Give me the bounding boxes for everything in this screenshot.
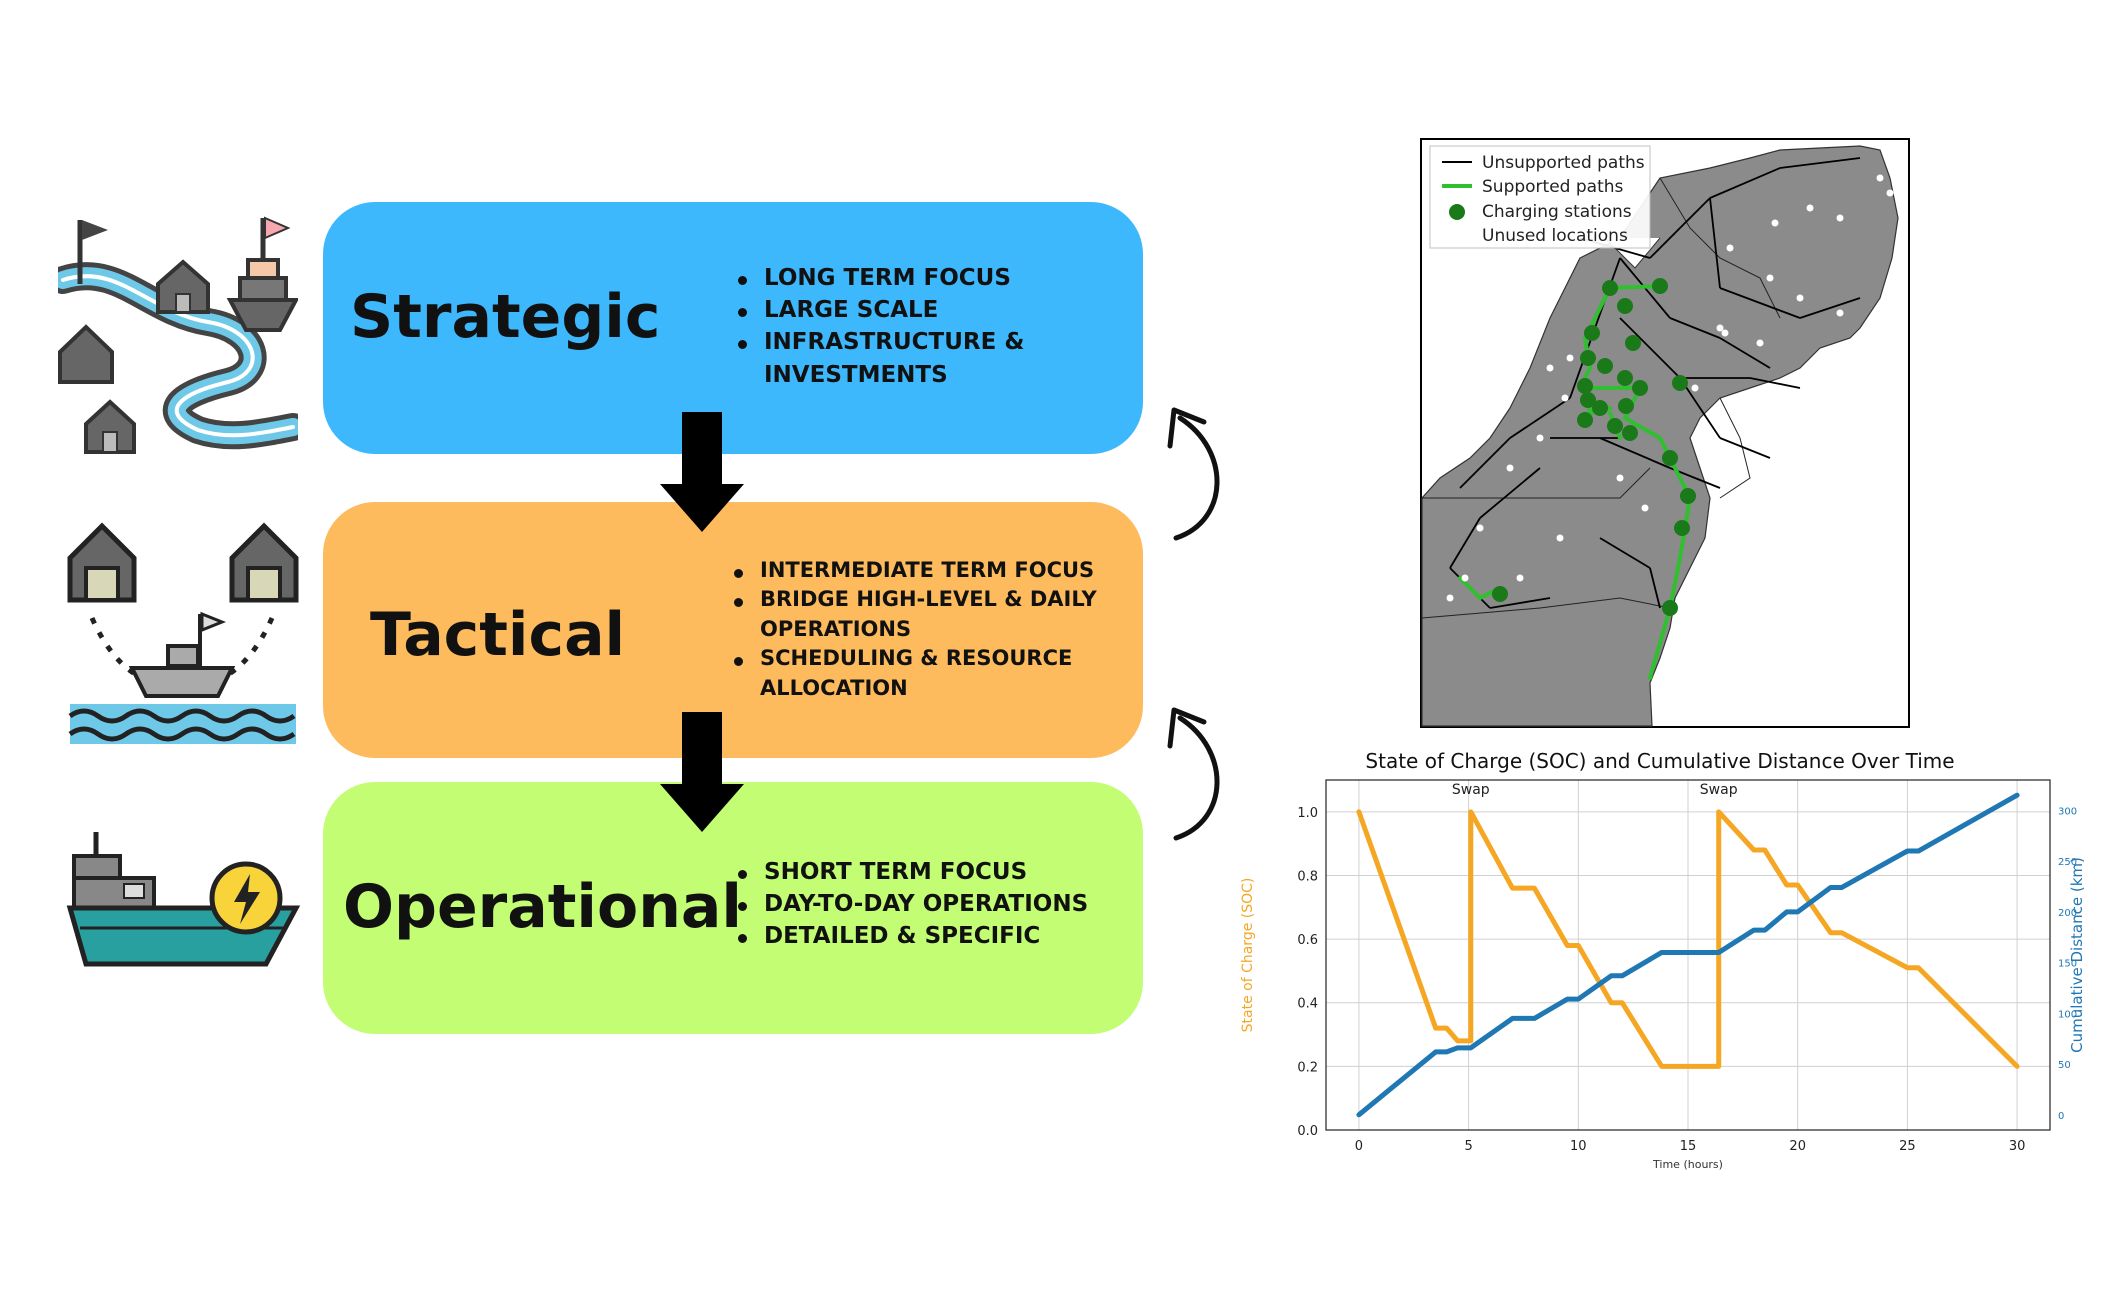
electric-ship-icon bbox=[66, 832, 301, 967]
bullet-line: OPERATIONS bbox=[760, 616, 912, 641]
chart-ylabel: State of Charge (SOC) bbox=[1240, 878, 1256, 1033]
bullet-line: BRIDGE HIGH-LEVEL & DAILY bbox=[760, 587, 1097, 612]
chart-xtick-label: 30 bbox=[2009, 1139, 2026, 1154]
legend-unused-swatch bbox=[1453, 232, 1461, 240]
strategic-title: Strategic bbox=[350, 282, 661, 352]
bullet-item: DETAILED & SPECIFIC bbox=[737, 920, 1088, 952]
legend-unused-label: Unused locations bbox=[1482, 226, 1628, 246]
chart-y2tick-label: 250 bbox=[2058, 857, 2077, 868]
down-arrow-icon bbox=[660, 412, 744, 532]
chart-xtick-label: 5 bbox=[1464, 1139, 1472, 1154]
legend-station-swatch bbox=[1449, 204, 1465, 220]
bullet-item: INFRASTRUCTURE & INVESTMENTS bbox=[737, 326, 1025, 390]
operational-box bbox=[323, 782, 1143, 1034]
bullet-item: SHORT TERM FOCUS bbox=[737, 856, 1088, 888]
chart-xtick-label: 0 bbox=[1355, 1139, 1363, 1154]
operational-title: Operational bbox=[343, 872, 742, 942]
chart-y2tick-label: 50 bbox=[2058, 1060, 2071, 1071]
strategic-bullets: LONG TERM FOCUS LARGE SCALE INFRASTRUCTU… bbox=[728, 262, 1024, 391]
bullet-item: BRIDGE HIGH-LEVEL & DAILY OPERATIONS bbox=[734, 585, 1097, 644]
river-town-ship-icon bbox=[58, 216, 298, 454]
chart-xtick-label: 10 bbox=[1570, 1139, 1587, 1154]
soc-series-line bbox=[1356, 809, 2020, 1069]
bullet-line: ALLOCATION bbox=[760, 675, 908, 700]
chart-ytick-label: 0.8 bbox=[1297, 869, 1318, 884]
legend-unsupported-label: Unsupported paths bbox=[1482, 153, 1645, 173]
swap-annotation: Swap bbox=[1700, 782, 1738, 798]
bullet-line: INFRASTRUCTURE & bbox=[764, 329, 1025, 356]
chart-ytick-label: 0.6 bbox=[1297, 933, 1318, 948]
chart-ytick-label: 0.0 bbox=[1297, 1124, 1318, 1139]
chart-y2tick-label: 100 bbox=[2058, 1009, 2077, 1020]
chart-ytick-label: 0.2 bbox=[1297, 1060, 1318, 1075]
swap-annotation: Swap bbox=[1452, 782, 1490, 798]
bullet-line: INVESTMENTS bbox=[764, 361, 948, 388]
down-arrow-icon bbox=[660, 712, 744, 832]
chart-ytick-label: 1.0 bbox=[1297, 806, 1318, 821]
chart-ytick-label: 0.4 bbox=[1297, 997, 1318, 1012]
bullet-item: LARGE SCALE bbox=[737, 294, 1024, 326]
bullet-item: DAY-TO-DAY OPERATIONS bbox=[737, 888, 1088, 920]
chart-xtick-label: 25 bbox=[1899, 1139, 1916, 1154]
legend-supported-label: Supported paths bbox=[1482, 177, 1624, 197]
tactical-bullets: INTERMEDIATE TERM FOCUS BRIDGE HIGH-LEVE… bbox=[724, 556, 1097, 703]
curved-up-arrow-icon bbox=[1167, 407, 1220, 541]
netherlands-network-map: Unsupported paths Supported paths Chargi… bbox=[1420, 138, 1910, 728]
chart-y2tick-label: 0 bbox=[2058, 1111, 2064, 1122]
soc-distance-chart: State of Charge (SOC) and Cumulative Dis… bbox=[1240, 749, 2086, 1171]
curved-up-arrow-icon bbox=[1167, 707, 1220, 841]
bullet-item: LONG TERM FOCUS bbox=[737, 262, 1024, 294]
operational-bullets: SHORT TERM FOCUS DAY-TO-DAY OPERATIONS D… bbox=[728, 856, 1088, 953]
chart-y2label: Cumulative Distance (km) bbox=[2068, 857, 2086, 1053]
legend-station-label: Charging stations bbox=[1482, 202, 1632, 222]
bullet-item: SCHEDULING & RESOURCE ALLOCATION bbox=[734, 644, 1097, 703]
chart-title: State of Charge (SOC) and Cumulative Dis… bbox=[1365, 749, 1954, 773]
tactical-title: Tactical bbox=[370, 600, 626, 670]
chart-y2tick-label: 150 bbox=[2058, 959, 2077, 970]
chart-xtick-label: 15 bbox=[1680, 1139, 1697, 1154]
bullet-line: SCHEDULING & RESOURCE bbox=[760, 646, 1073, 671]
bullet-item: INTERMEDIATE TERM FOCUS bbox=[734, 556, 1097, 585]
distance-series-line bbox=[1356, 792, 2020, 1118]
strategic-box bbox=[323, 202, 1143, 454]
chart-y2tick-label: 300 bbox=[2058, 806, 2077, 817]
ship-between-ports-icon bbox=[67, 522, 299, 744]
chart-plot-frame bbox=[1325, 779, 2051, 1131]
chart-xlabel: Time (hours) bbox=[1652, 1158, 1723, 1171]
tactical-box bbox=[323, 502, 1143, 758]
chart-xtick-label: 20 bbox=[1789, 1139, 1806, 1154]
chart-y2tick-label: 200 bbox=[2058, 908, 2077, 919]
